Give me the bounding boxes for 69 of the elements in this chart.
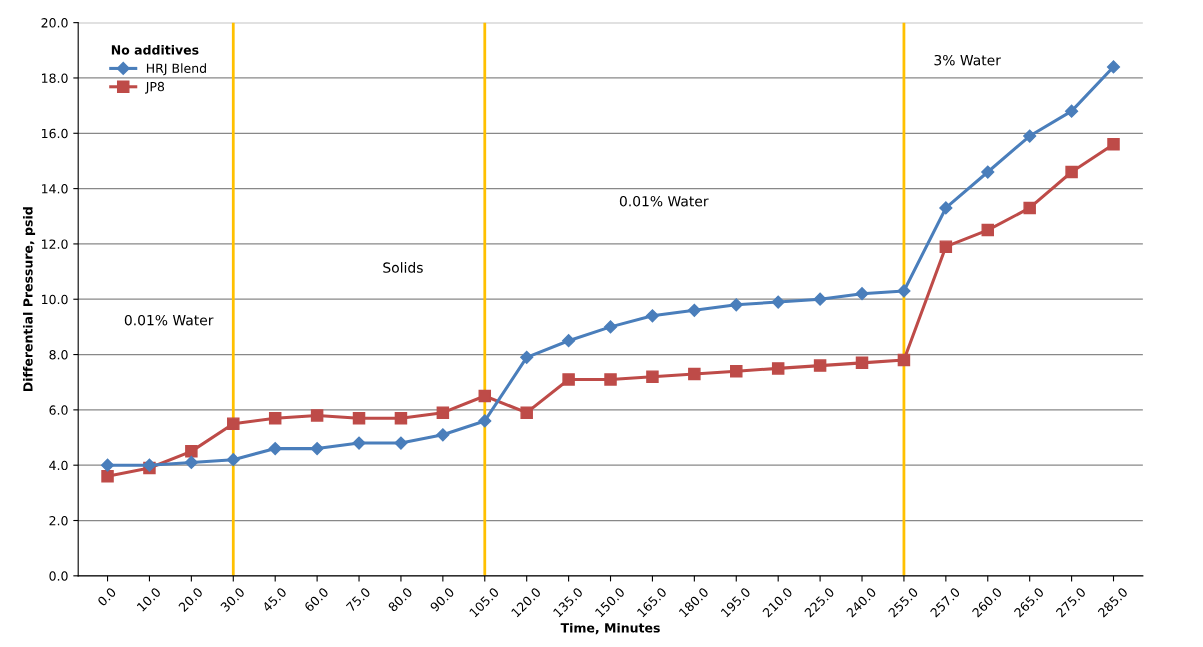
point	[478, 414, 492, 428]
point	[855, 356, 869, 370]
point	[771, 362, 785, 375]
point	[813, 292, 827, 306]
annotation: 0.01% Water	[124, 314, 214, 326]
point	[352, 436, 366, 450]
annotation: 3% Water	[934, 54, 1001, 66]
point	[981, 223, 995, 237]
y-tick-label: 6.0	[49, 405, 68, 415]
point	[227, 417, 240, 430]
point	[226, 453, 240, 467]
point	[646, 370, 659, 383]
point	[520, 406, 533, 419]
point	[981, 165, 995, 179]
point	[352, 411, 366, 425]
y-tick-label: 4.0	[49, 460, 68, 471]
y-tick-label: 16.0	[42, 128, 68, 139]
point	[268, 442, 282, 456]
point	[730, 364, 743, 378]
point	[604, 373, 617, 386]
x-axis-title: Time, Minutes	[560, 622, 660, 635]
point	[897, 353, 911, 367]
point	[562, 334, 576, 348]
y-tick-label: 12.0	[42, 239, 68, 249]
point	[185, 445, 198, 458]
y-tick-label: 14.0	[42, 184, 68, 194]
point	[1065, 104, 1079, 118]
legend-label: HRJ Blend	[146, 63, 206, 76]
point	[729, 298, 743, 312]
point	[184, 455, 198, 470]
legend-title: No additives	[111, 44, 199, 55]
point	[855, 287, 869, 301]
point	[101, 470, 114, 483]
y-tick-label: 0.0	[49, 571, 68, 581]
point	[813, 359, 827, 372]
annotation: 0.01% Water	[619, 195, 709, 207]
x-tick-label: 0.0	[96, 586, 117, 607]
point	[645, 309, 660, 323]
point	[1065, 165, 1078, 179]
point	[939, 240, 953, 253]
point	[687, 303, 701, 317]
point	[310, 409, 324, 422]
point	[100, 458, 115, 472]
y-tick-label: 18.0	[42, 73, 68, 83]
point	[310, 442, 324, 456]
point	[603, 320, 618, 334]
point	[478, 389, 492, 403]
point	[1107, 138, 1120, 151]
annotation: Solids	[383, 262, 423, 273]
y-tick-label: 20.0	[41, 18, 68, 28]
point	[688, 367, 701, 381]
point	[520, 350, 534, 364]
point	[394, 436, 408, 450]
point	[394, 411, 408, 425]
y-axis-title: Differential Pressure, psid	[22, 207, 36, 392]
legend-label: JP8	[145, 81, 165, 94]
point	[562, 373, 575, 386]
y-tick-label: 10.0	[42, 294, 68, 305]
point	[436, 428, 450, 442]
point	[771, 295, 785, 309]
y-tick-label: 8.0	[49, 350, 68, 360]
point	[1023, 129, 1037, 143]
point	[897, 284, 911, 298]
point	[1106, 60, 1121, 74]
point	[939, 201, 953, 215]
point	[268, 411, 282, 425]
y-tick-label: 2.0	[49, 515, 68, 526]
point	[436, 406, 450, 419]
point	[1023, 201, 1036, 215]
